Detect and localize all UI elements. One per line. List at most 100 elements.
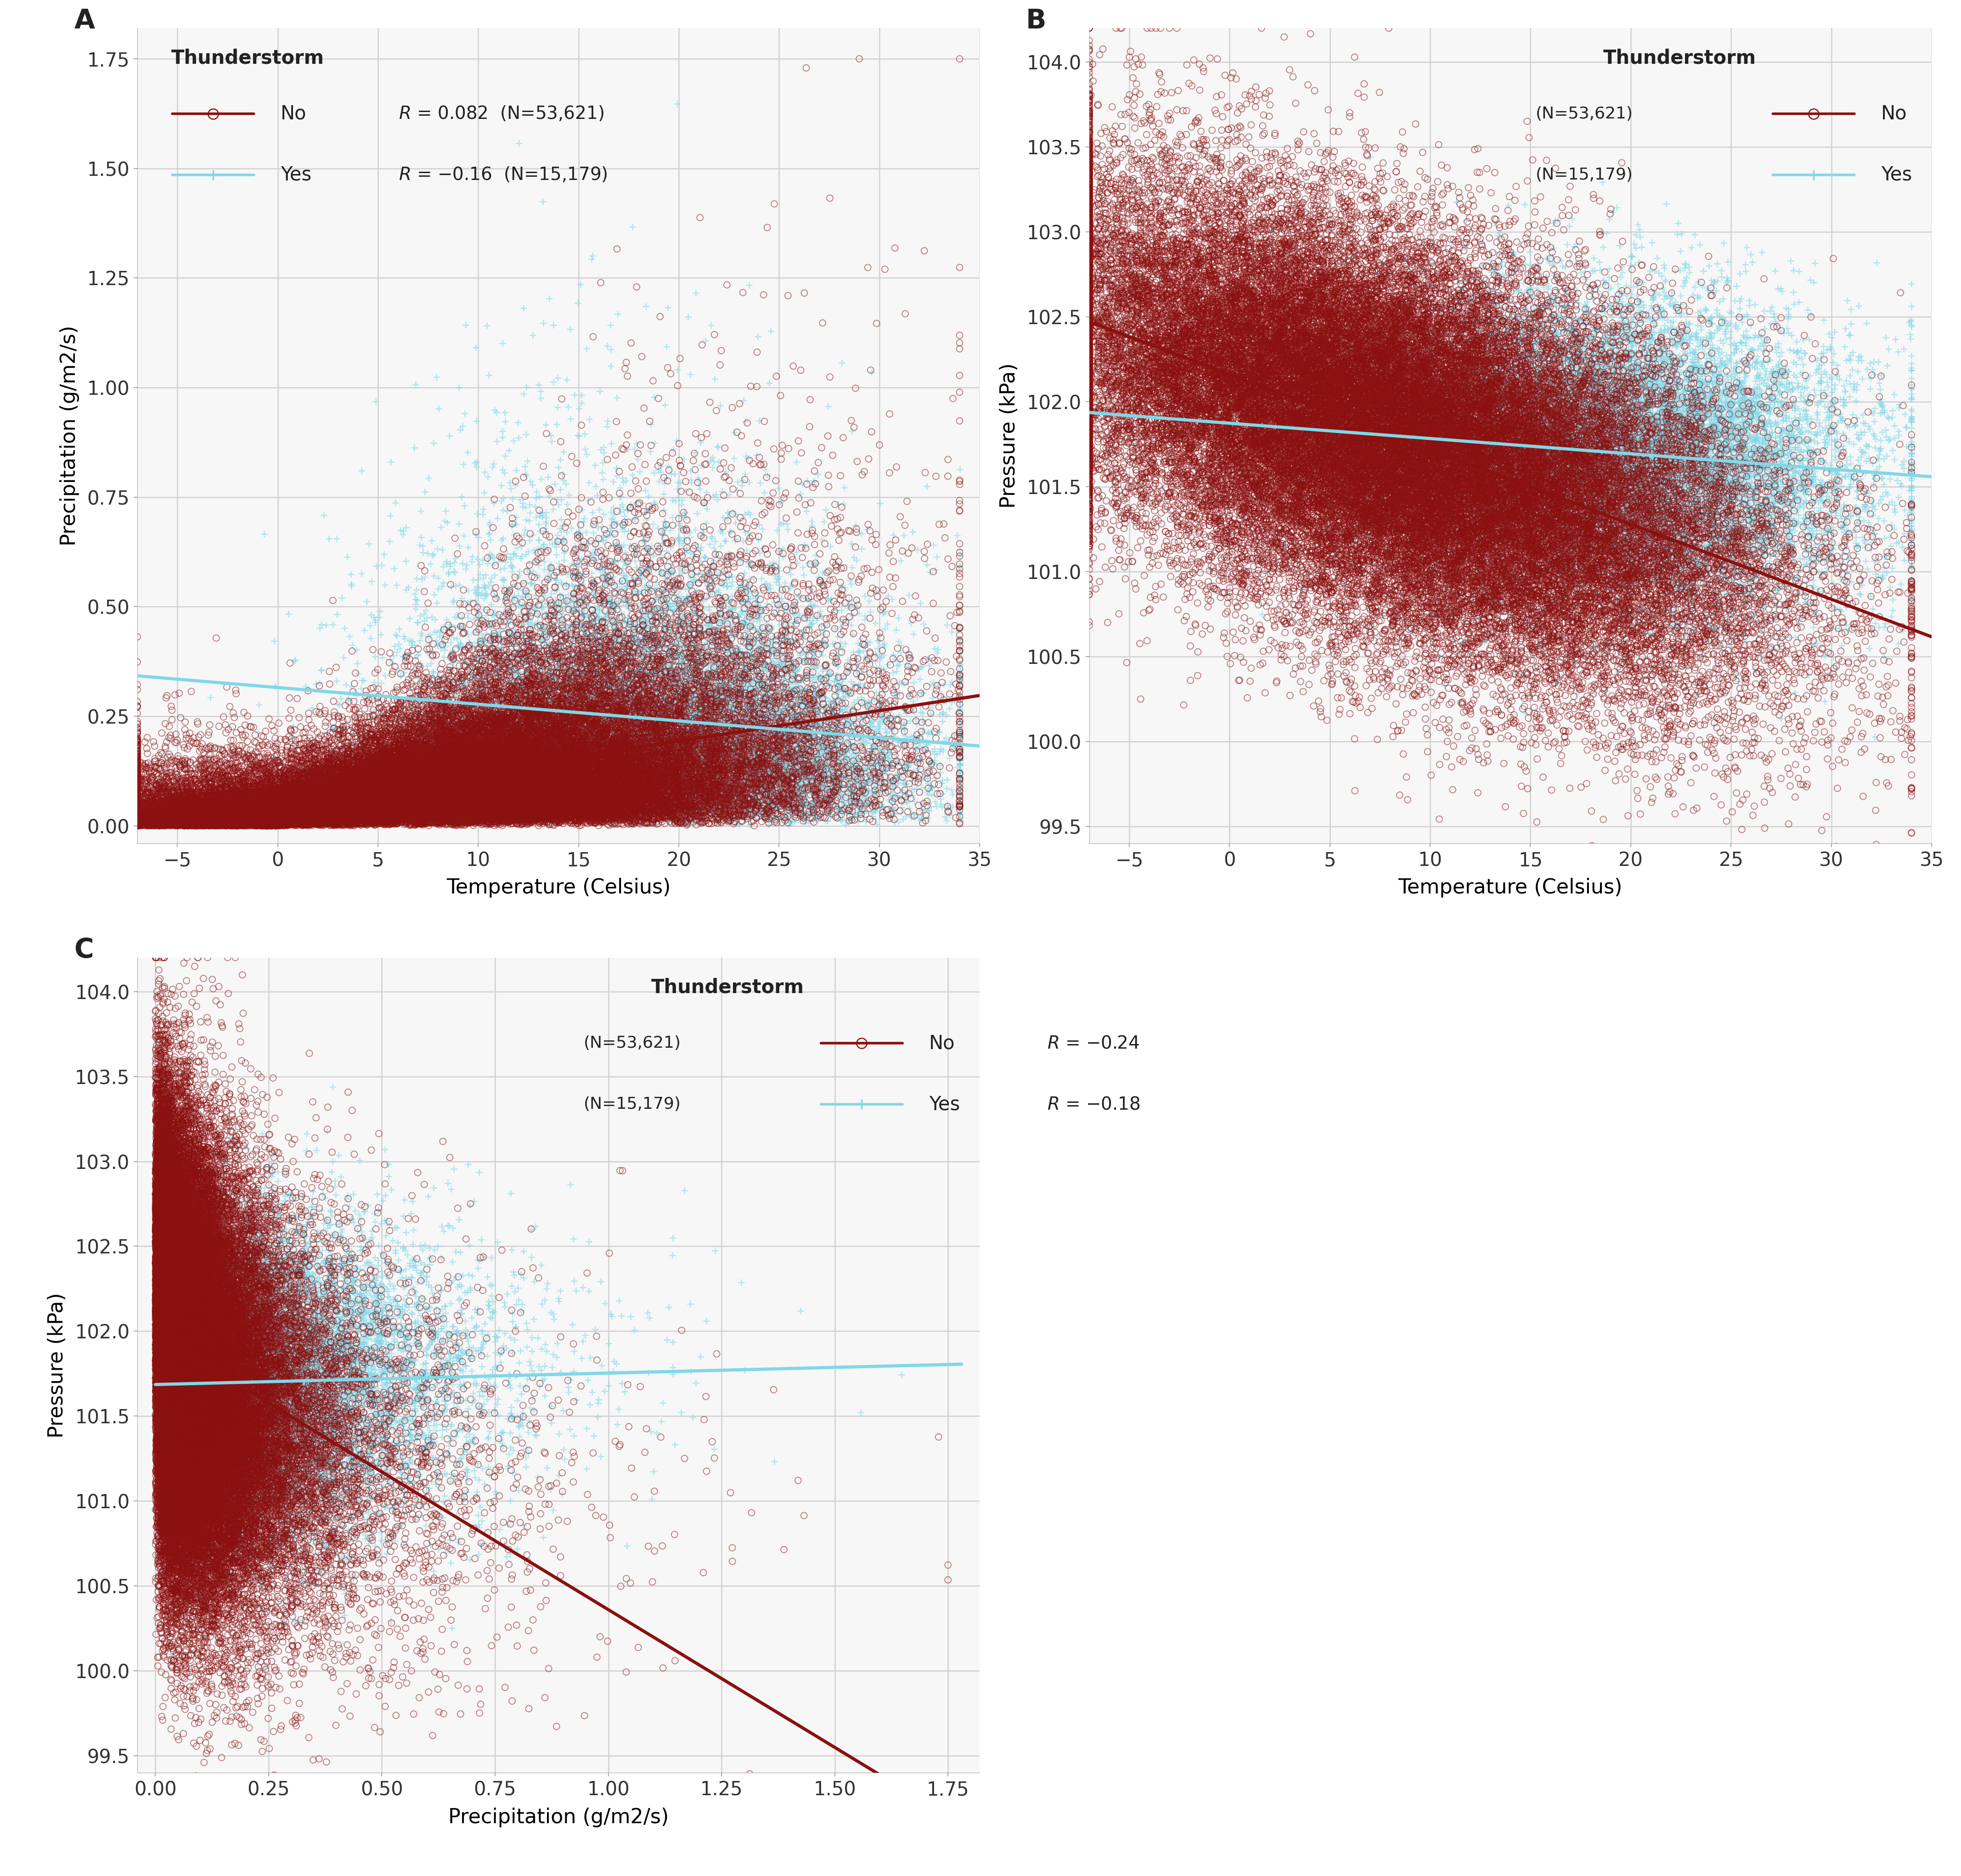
Point [159, 1330, 190, 1360]
Point [441, 728, 473, 758]
Point [196, 1341, 227, 1371]
Point [1126, 266, 1157, 296]
Point [176, 1287, 208, 1317]
Point [777, 758, 808, 788]
Point [212, 1405, 243, 1435]
Point [1308, 191, 1339, 221]
Point [292, 792, 324, 822]
Point [245, 1439, 277, 1469]
Point [669, 550, 700, 580]
Point [129, 809, 161, 839]
Point [186, 1341, 218, 1371]
Point [567, 749, 598, 779]
Point [1506, 565, 1537, 595]
Point [1659, 477, 1690, 507]
Point [1247, 375, 1279, 405]
Point [1177, 360, 1208, 390]
Point [151, 1227, 182, 1257]
Point [496, 1403, 528, 1433]
Point [1524, 375, 1555, 405]
Point [602, 732, 633, 762]
Point [178, 1439, 210, 1469]
Point [1708, 514, 1739, 544]
Point [1122, 236, 1153, 266]
Point [398, 764, 429, 794]
Point [331, 1366, 363, 1396]
Point [1081, 201, 1112, 231]
Point [1553, 600, 1584, 630]
Point [473, 758, 504, 788]
Point [182, 1396, 214, 1426]
Point [490, 752, 522, 782]
Point [1247, 467, 1279, 497]
Point [147, 1088, 178, 1118]
Point [161, 1602, 192, 1632]
Point [157, 1157, 188, 1188]
Point [737, 679, 769, 709]
Point [1651, 681, 1683, 711]
Point [369, 764, 400, 794]
Point [175, 1422, 206, 1452]
Point [245, 1458, 277, 1488]
Point [467, 758, 498, 788]
Point [1469, 475, 1500, 505]
Point [151, 1415, 182, 1445]
Point [161, 1354, 192, 1384]
Point [1339, 280, 1371, 310]
Point [1237, 332, 1269, 362]
Point [365, 1270, 396, 1300]
Point [208, 1375, 239, 1405]
Point [529, 775, 561, 805]
Point [251, 767, 282, 797]
Point [626, 807, 657, 837]
Point [590, 670, 622, 700]
Point [588, 647, 620, 677]
Point [161, 1353, 192, 1383]
Point [173, 1366, 204, 1396]
Point [1279, 523, 1310, 553]
Point [780, 700, 812, 730]
Point [173, 1257, 204, 1287]
Point [1073, 296, 1104, 326]
Point [269, 782, 300, 812]
Point [447, 750, 478, 780]
Point [1479, 287, 1510, 317]
Point [1404, 428, 1435, 458]
Point [1222, 392, 1253, 422]
Point [1616, 535, 1647, 565]
Point [159, 1257, 190, 1287]
Point [439, 795, 471, 825]
Point [184, 1133, 216, 1163]
Point [233, 1315, 265, 1345]
Point [1361, 418, 1392, 448]
Point [604, 728, 635, 758]
Point [269, 1343, 300, 1373]
Point [445, 790, 477, 820]
Point [139, 1323, 171, 1353]
Point [1437, 482, 1469, 512]
Point [255, 1362, 286, 1392]
Point [465, 764, 496, 794]
Point [1498, 516, 1530, 546]
Point [690, 752, 722, 782]
Point [149, 1413, 180, 1443]
Point [1388, 467, 1420, 497]
Point [602, 730, 633, 760]
Point [1073, 371, 1104, 401]
Point [190, 1446, 222, 1476]
Point [539, 711, 571, 741]
Point [1832, 544, 1863, 574]
Point [1524, 450, 1555, 480]
Point [1522, 473, 1553, 503]
Point [639, 750, 671, 780]
Point [331, 747, 363, 777]
Point [239, 765, 271, 795]
Point [1345, 495, 1377, 525]
Point [1304, 319, 1335, 349]
Point [261, 1308, 292, 1338]
Point [153, 1441, 184, 1471]
Point [320, 803, 351, 833]
Point [1494, 522, 1526, 552]
Point [767, 724, 798, 754]
Point [259, 1360, 290, 1390]
